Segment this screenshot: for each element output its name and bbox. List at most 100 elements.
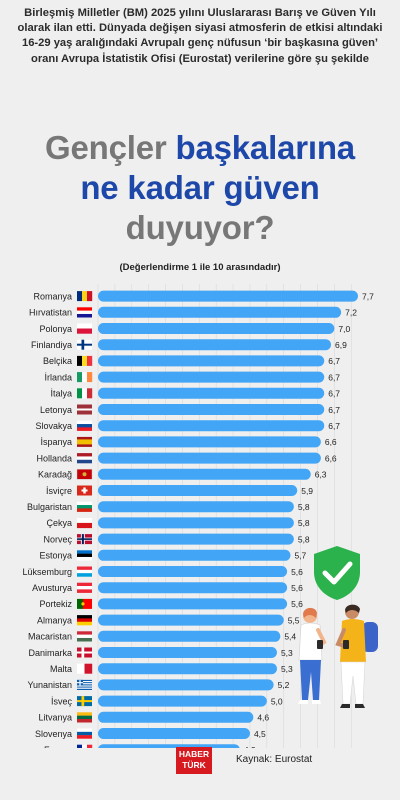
flag-icon [77,291,93,302]
logo-line1: HABER [178,749,210,759]
flag-icon [77,517,92,529]
flag-icon [77,436,92,447]
source-text: Kaynak: Eurostat [236,754,313,765]
value-label: 5,5 [288,615,300,625]
flag-icon [77,355,93,366]
logo-line2: TÜRK [182,760,206,770]
country-label: İspanya [40,437,72,447]
value-label: 5,8 [298,502,310,512]
value-label: 5,6 [291,567,303,577]
flag-icon [77,598,92,609]
value-label: 5,3 [281,664,293,674]
country-label: Slovakya [35,421,72,431]
value-label: 5,4 [284,632,296,642]
flag-icon [77,550,92,561]
headline-part2: başkalarına [175,129,356,166]
bar [98,355,325,367]
value-label: 7,7 [362,291,374,301]
country-label: Malta [50,664,72,674]
flag-icon [77,631,92,642]
bar [98,404,325,415]
country-label: Hollanda [36,453,72,463]
flag-icon [77,615,92,626]
bar [98,630,281,642]
value-label: 5,6 [291,599,303,609]
country-label: Bulgaristan [27,502,72,512]
bar [98,371,325,383]
bar [98,306,342,318]
flag-icon [77,728,92,739]
country-label: İsveç [51,696,73,706]
flag-icon [77,744,93,748]
value-label: 5,2 [278,680,290,690]
bar [98,485,298,496]
flag-icon [77,420,92,431]
bar [98,728,250,739]
headline-part1: Gençler [45,129,176,166]
country-label: Litvanya [38,713,72,723]
flag-icon [77,388,93,399]
value-label: 7,2 [345,308,357,318]
value-label: 6,7 [328,356,340,366]
country-label: Hırvatistan [29,308,72,318]
bar [98,323,335,334]
country-label: Macaristan [28,632,72,642]
headline-part3: ne kadar güven [80,169,320,206]
bar [98,549,291,561]
value-label: 5,8 [298,534,310,544]
value-label: 7,0 [338,324,350,334]
bar [98,711,254,723]
flag-icon [77,534,92,545]
flag-icon [77,663,93,674]
value-label: 5,0 [271,696,283,706]
value-label: 6,7 [328,421,340,431]
value-label: 5,6 [291,583,303,593]
haberturk-logo: HABER TÜRK [176,747,212,774]
value-label: 6,9 [335,340,347,350]
flag-icon [77,582,92,593]
bar [98,744,240,748]
flag-icon [77,339,92,350]
bar [98,614,284,626]
country-label: Yunanistan [27,680,72,690]
country-label: Danimarka [28,648,72,658]
value-label: 6,6 [325,437,337,447]
bar [98,582,288,594]
country-label: Avusturya [32,583,72,593]
flag-icon [77,647,92,658]
flag-icon [77,453,92,464]
country-label: Çekya [46,518,72,528]
bar [98,387,325,399]
flag-icon [77,696,92,707]
country-label: Finlandiya [31,340,72,350]
bar [98,695,267,707]
country-label: Fransa [44,745,72,748]
bar [98,436,321,448]
value-label: 6,7 [328,389,340,399]
country-label: İsviçre [46,486,72,496]
country-label: İtalya [50,389,72,399]
country-label: İrlanda [44,372,72,382]
bar [98,501,294,513]
intro-text: Birleşmiş Milletler (BM) 2025 yılını Ulu… [17,7,383,65]
trust-bar-chart: Romanya 7,7 Hırvatistan 7,2 Polonya 7,0 Finlan… [22,284,374,748]
value-label: 5,8 [298,518,310,528]
country-label: Slovenya [35,729,72,739]
flag-icon [77,712,92,723]
bar [98,533,294,545]
young-people-with-phones-illustration [298,604,378,708]
bar [98,452,321,464]
bar [98,468,311,480]
scale-note: (Değerlendirme 1 ile 10 arasındadır) [119,262,281,273]
value-label: 5,7 [294,551,306,561]
country-label: Estonya [39,551,72,561]
country-label: Romanya [33,291,72,301]
headline-part4: duyuyor? [125,209,275,246]
flag-icon [77,372,93,383]
value-label: 4,2 [244,745,256,748]
shield-check-icon [314,546,360,600]
value-label: 6,7 [328,372,340,382]
country-label: Almanya [37,615,72,625]
flag-icon [77,307,92,318]
bar [98,647,277,658]
